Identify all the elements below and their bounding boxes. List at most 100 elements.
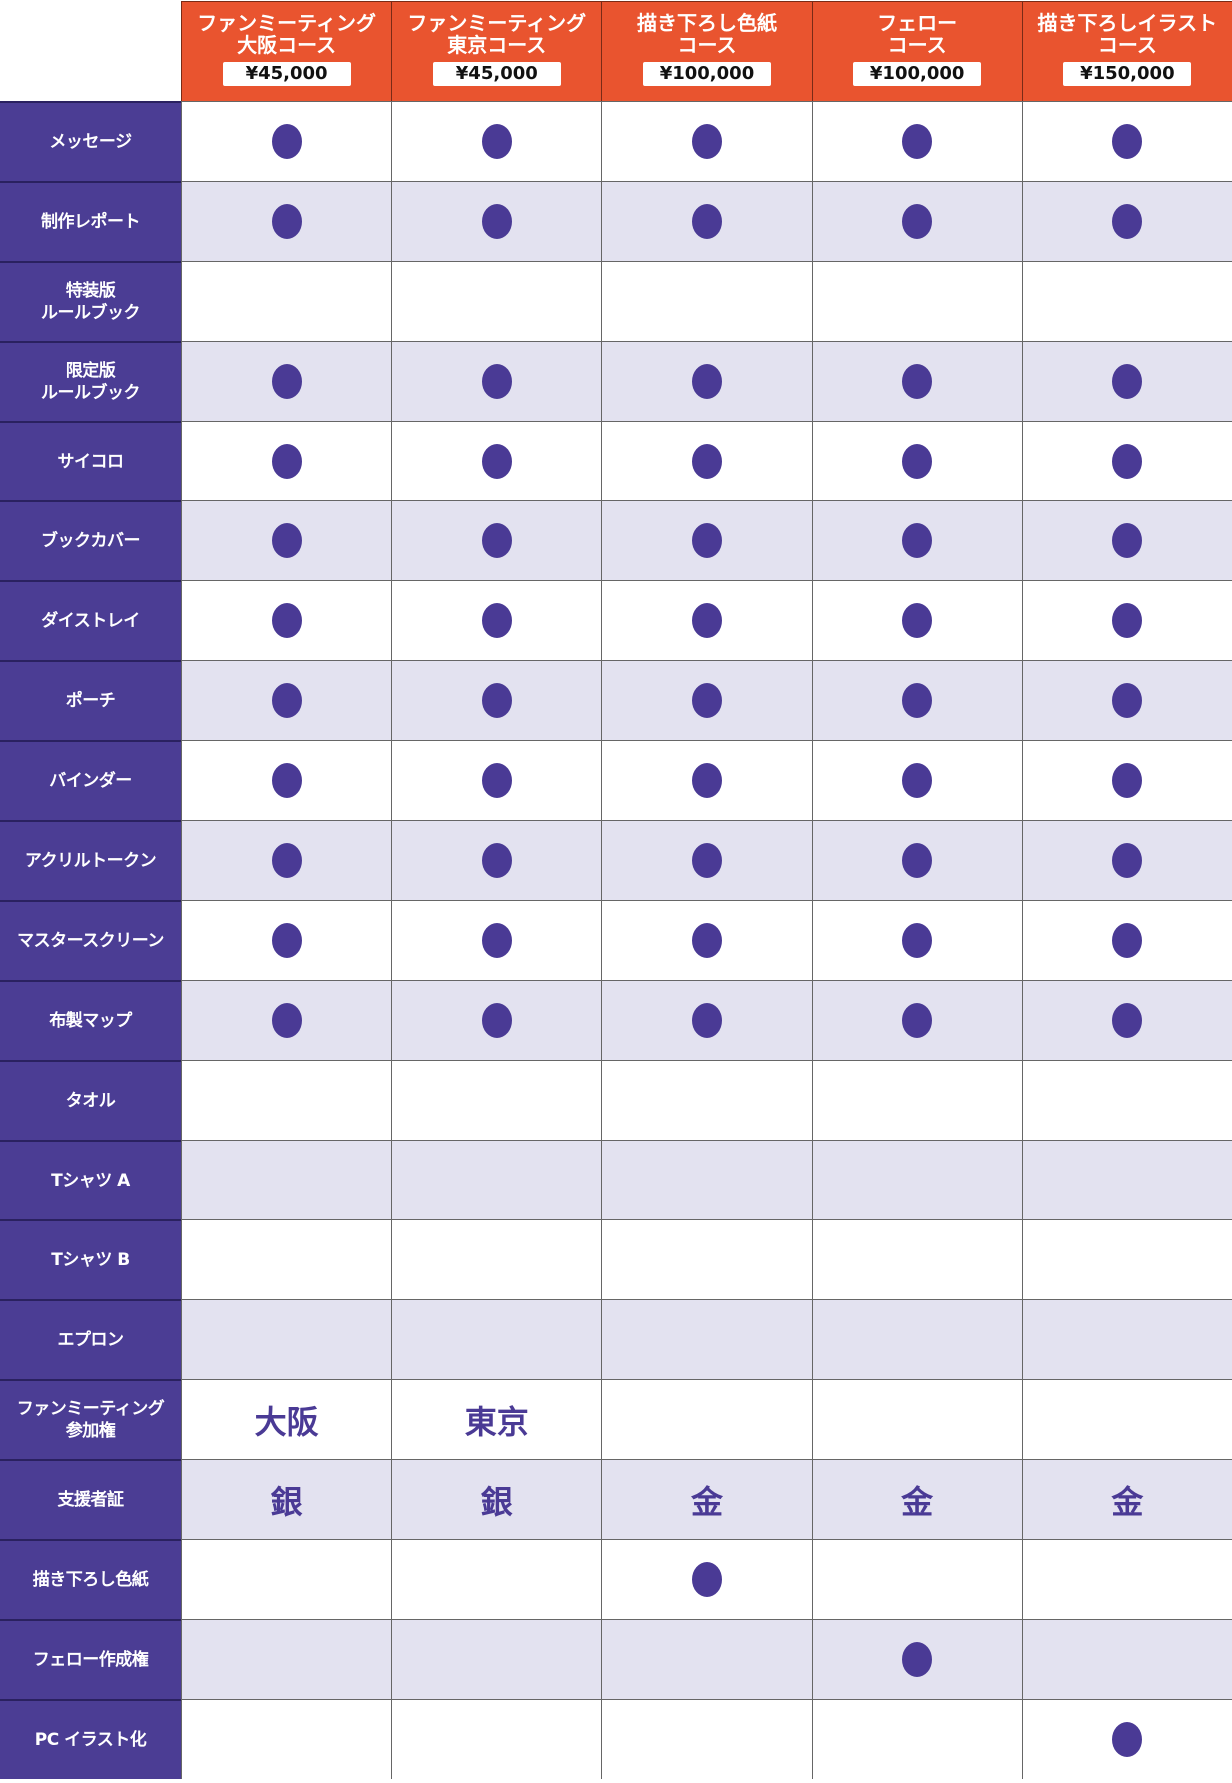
table-cell: 大阪 <box>181 1379 392 1460</box>
included-dot-icon <box>691 1561 722 1597</box>
table-cell: 金 <box>811 1459 1022 1540</box>
row-label: 描き下ろし色紙 <box>0 1539 181 1619</box>
table-cell <box>811 101 1022 181</box>
table-cell <box>811 1379 1022 1460</box>
cell-text: 金 <box>690 1482 723 1521</box>
table-cell <box>391 180 602 261</box>
included-dot-icon <box>481 523 512 559</box>
table-cell <box>601 420 812 501</box>
table-cell <box>391 260 602 341</box>
cell-text: 金 <box>1111 1482 1144 1521</box>
cell-text: 大阪 <box>254 1402 319 1441</box>
table-cell <box>181 1618 392 1699</box>
table-cell <box>1021 820 1232 900</box>
table-cell <box>1021 180 1232 261</box>
table-cell <box>601 1618 812 1699</box>
course-price: ¥100,000 <box>642 62 771 86</box>
row-label: タオル <box>0 1059 181 1140</box>
included-dot-icon <box>271 203 302 239</box>
included-dot-icon <box>902 842 933 878</box>
included-dot-icon <box>271 763 302 799</box>
table-cell <box>181 660 392 741</box>
table-cell <box>811 1059 1022 1140</box>
table-cell <box>601 1698 812 1779</box>
table-cell <box>391 979 602 1060</box>
table-cell <box>181 420 392 501</box>
included-dot-icon <box>481 123 512 159</box>
course-name: 描き下ろし色紙 コース <box>636 11 777 57</box>
table-cell <box>391 1059 602 1140</box>
table-corner <box>0 1 181 101</box>
included-dot-icon <box>271 363 302 399</box>
included-dot-icon <box>1112 123 1143 159</box>
row-label: ダイストレイ <box>0 580 181 661</box>
table-cell <box>811 899 1022 980</box>
included-dot-icon <box>481 842 512 878</box>
table-cell <box>811 180 1022 261</box>
included-dot-icon <box>271 922 302 958</box>
cell-text: 銀 <box>480 1482 513 1521</box>
included-dot-icon <box>1112 363 1143 399</box>
table-cell <box>811 1698 1022 1779</box>
included-dot-icon <box>902 763 933 799</box>
included-dot-icon <box>691 123 722 159</box>
table-cell <box>811 1618 1022 1699</box>
row-label: 布製マップ <box>0 979 181 1060</box>
row-label: ポーチ <box>0 660 181 741</box>
table-cell <box>811 1139 1022 1220</box>
table-cell <box>1021 979 1232 1060</box>
table-cell <box>181 1059 392 1140</box>
included-dot-icon <box>691 842 722 878</box>
table-cell <box>601 101 812 181</box>
table-cell <box>1021 420 1232 501</box>
row-label: マスタースクリーン <box>0 899 181 980</box>
included-dot-icon <box>691 683 722 719</box>
table-cell <box>1021 1698 1232 1779</box>
table-cell <box>391 1698 602 1779</box>
table-cell <box>391 740 602 821</box>
table-cell <box>811 740 1022 821</box>
included-dot-icon <box>691 1002 722 1038</box>
course-header: 描き下ろしイラスト コース ¥150,000 <box>1021 1 1232 101</box>
table-cell <box>391 101 602 181</box>
included-dot-icon <box>691 363 722 399</box>
table-cell <box>391 899 602 980</box>
row-label: サイコロ <box>0 420 181 501</box>
included-dot-icon <box>902 203 933 239</box>
table-cell <box>601 899 812 980</box>
table-cell <box>811 580 1022 661</box>
included-dot-icon <box>1112 683 1143 719</box>
included-dot-icon <box>481 363 512 399</box>
included-dot-icon <box>691 203 722 239</box>
cell-text: 東京 <box>464 1402 529 1441</box>
included-dot-icon <box>271 443 302 479</box>
table-cell <box>181 340 392 421</box>
table-cell <box>601 1139 812 1220</box>
included-dot-icon <box>481 683 512 719</box>
table-cell <box>811 979 1022 1060</box>
included-dot-icon <box>902 922 933 958</box>
table-cell <box>811 340 1022 421</box>
row-label: PC イラスト化 <box>0 1698 181 1779</box>
course-price: ¥100,000 <box>853 62 982 86</box>
included-dot-icon <box>1112 1721 1143 1757</box>
included-dot-icon <box>271 842 302 878</box>
included-dot-icon <box>691 443 722 479</box>
included-dot-icon <box>481 922 512 958</box>
row-label: ファンミーティング 参加権 <box>0 1379 181 1460</box>
table-cell <box>1021 340 1232 421</box>
table-cell <box>1021 101 1232 181</box>
table-cell <box>181 1139 392 1220</box>
included-dot-icon <box>271 1002 302 1038</box>
table-cell <box>811 660 1022 741</box>
course-name: ファンミーティング 大阪コース <box>197 11 376 57</box>
cell-text: 金 <box>901 1482 934 1521</box>
table-cell <box>391 660 602 741</box>
table-cell <box>181 580 392 661</box>
course-name: フェロー コース <box>877 11 958 57</box>
table-cell <box>601 1379 812 1460</box>
table-cell <box>811 420 1022 501</box>
included-dot-icon <box>691 523 722 559</box>
table-cell <box>601 1299 812 1380</box>
table-cell <box>601 820 812 900</box>
